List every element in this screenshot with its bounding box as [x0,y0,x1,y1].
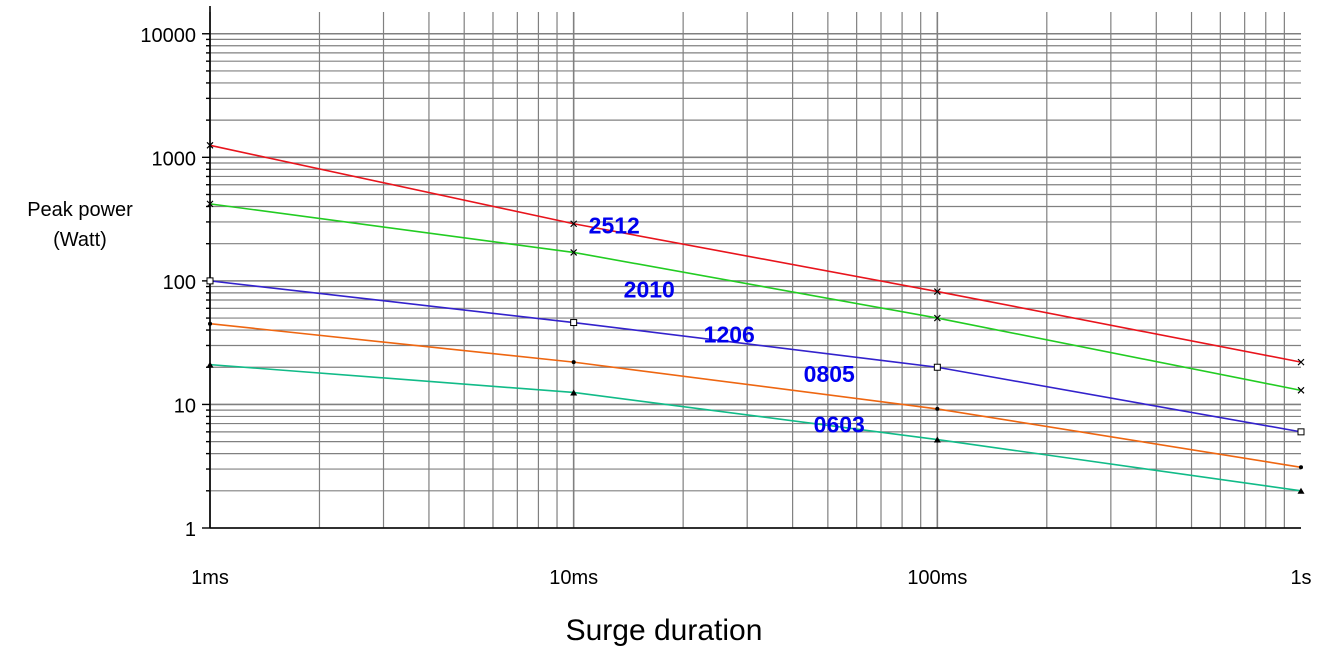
series-line-2512 [209,144,1302,363]
x-axis-label: Surge duration [566,614,763,647]
series-label-0603: 0603 [814,411,865,437]
data-point-1206 [933,363,941,371]
x-tick-label: 10ms [549,567,598,589]
data-point-2512 [206,141,214,149]
series-label-2010: 2010 [624,276,675,302]
y-tick-label: 10 [174,395,196,417]
axes [202,6,1301,529]
data-point-0603 [206,361,214,368]
data-point-2010 [1297,386,1305,394]
data-point-2010 [933,314,941,322]
y-tick-label: 1 [185,519,196,541]
series-line-0603 [209,363,1302,492]
data-point-0805 [571,360,576,365]
y-tick-label: 1000 [152,148,197,170]
series-line-1206 [209,280,1302,433]
x-tick-label: 1ms [191,567,229,589]
data-point-2010 [570,248,578,256]
series-label-1206: 1206 [704,322,755,348]
x-tick-label: 1s [1290,567,1311,589]
data-point-1206 [1297,428,1305,436]
y-axis-label-line1: Peak power [27,199,133,221]
data-point-2512 [933,288,941,295]
data-point-0805 [935,406,940,411]
series-line-2010 [209,203,1302,392]
data-point-0805 [1299,465,1303,470]
data-point-0603 [570,389,578,396]
x-tick-label: 100ms [907,567,967,589]
series-lines [206,141,1305,494]
y-axis-label-line2: (Watt) [53,229,107,251]
series-label-2512: 2512 [589,213,640,239]
series-label-0805: 0805 [804,361,855,387]
grid [209,12,1301,529]
labels: 1 10 100 1000 10000 1ms 10ms 100ms 1s 2512 2010 120… [140,25,1311,589]
data-point-1206 [570,319,578,327]
data-point-2512 [570,220,578,228]
series-line-0805 [209,322,1302,469]
data-point-0603 [933,436,941,443]
data-point-0603 [1297,487,1305,494]
y-tick-label: 10000 [140,25,196,47]
data-point-2010 [206,200,214,208]
data-point-2512 [1297,358,1305,366]
y-tick-label: 100 [163,272,196,294]
data-point-1206 [206,277,214,285]
data-point-0805 [208,321,212,326]
